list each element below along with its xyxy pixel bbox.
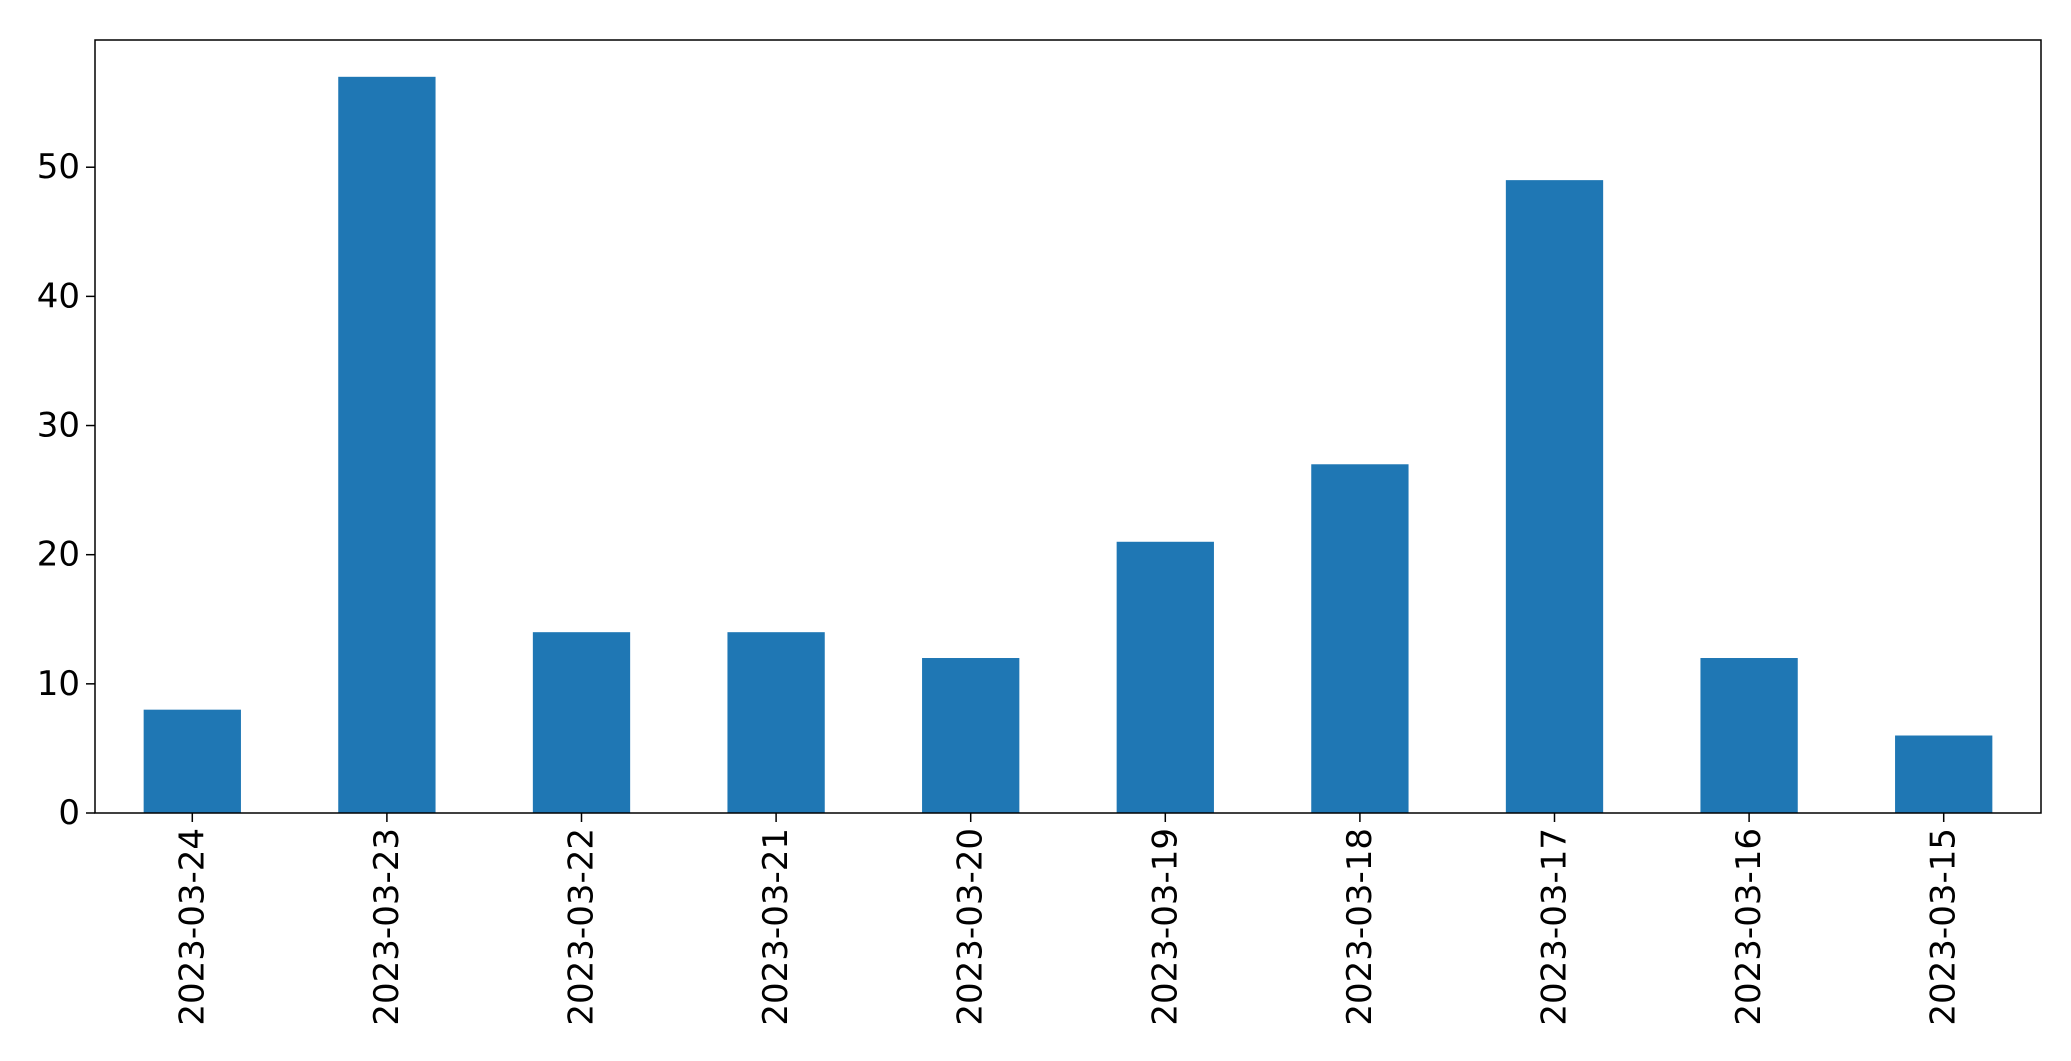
bar [1505, 180, 1604, 813]
bar [1311, 464, 1409, 813]
plot-frame [94, 39, 2042, 814]
y-axis-ticks: 0 10 20 30 40 50 [37, 147, 95, 833]
bar [1895, 735, 1993, 813]
bar [1700, 658, 1798, 813]
x-tick-label: 2023-03-15 [1924, 828, 1964, 1026]
bars-group [143, 76, 1993, 814]
bar [727, 632, 825, 813]
y-tick-label: 10 [37, 664, 80, 704]
bar [338, 76, 436, 814]
x-tick-label: 2023-03-20 [951, 828, 991, 1026]
x-tick-label: 2023-03-16 [1729, 828, 1769, 1026]
bar [532, 632, 631, 813]
bar [922, 658, 1020, 813]
x-tick-label: 2023-03-21 [756, 828, 796, 1026]
bar [1116, 541, 1214, 813]
x-tick-label: 2023-03-22 [562, 828, 602, 1026]
x-tick-label: 2023-03-17 [1535, 828, 1575, 1026]
x-tick-label: 2023-03-24 [172, 828, 212, 1026]
x-axis-ticks: 2023-03-24 2023-03-23 2023-03-22 2023-03-21… [172, 813, 1964, 1026]
x-tick-label: 2023-03-23 [367, 828, 407, 1026]
bar [143, 709, 241, 813]
y-tick-label: 40 [37, 276, 80, 316]
y-tick-label: 30 [37, 406, 80, 446]
y-tick-label: 20 [37, 535, 80, 575]
x-tick-label: 2023-03-18 [1340, 828, 1380, 1026]
y-tick-label: 50 [37, 147, 80, 187]
x-tick-label: 2023-03-19 [1145, 828, 1185, 1026]
y-tick-label: 0 [58, 793, 80, 833]
